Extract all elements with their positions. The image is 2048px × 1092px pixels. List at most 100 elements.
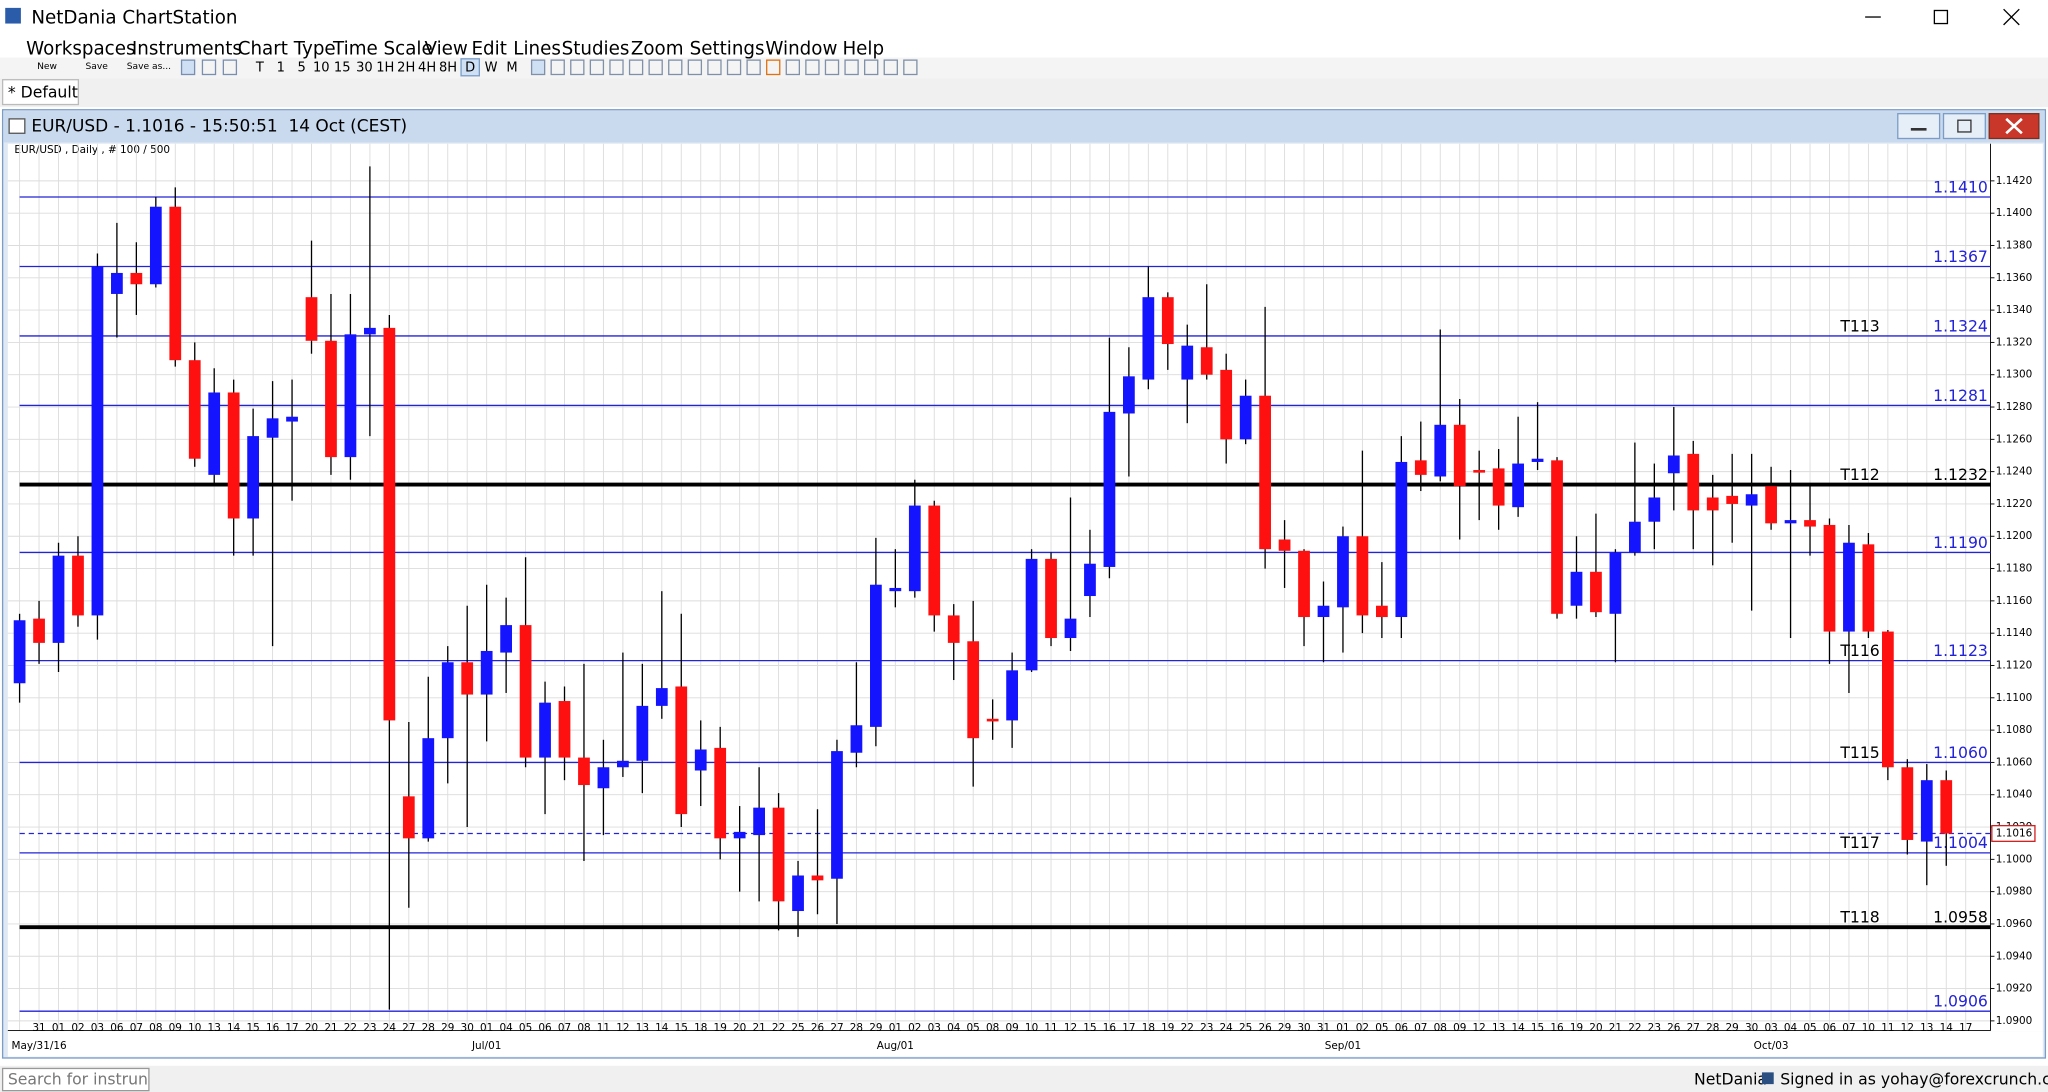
menu-item[interactable]: Help	[842, 39, 884, 60]
chart-minimize[interactable]	[1897, 113, 1941, 140]
toolbar-icon[interactable]	[609, 59, 624, 76]
toolbar-icon[interactable]	[687, 59, 703, 76]
toolbar-icon[interactable]	[844, 59, 859, 76]
search-box[interactable]	[1, 1067, 150, 1092]
toolbar-button[interactable]: Save as...	[127, 62, 171, 72]
toolbar-button[interactable]: Save	[85, 62, 108, 72]
menu-item[interactable]: Lines	[513, 39, 561, 60]
menu-item[interactable]: Studies	[562, 39, 630, 60]
toolbar-button[interactable]: New	[37, 62, 57, 72]
interval-button[interactable]: 8H	[439, 60, 457, 75]
interval-button[interactable]: 10	[313, 60, 330, 75]
candle-body	[714, 747, 727, 839]
menu-item[interactable]: Chart Type	[238, 39, 336, 60]
x-tick-label: 02	[908, 1022, 921, 1034]
y-tick-label: 1.0900	[1996, 1015, 2033, 1027]
candle-body	[655, 688, 668, 706]
tab[interactable]	[1, 79, 80, 106]
menu-item[interactable]: Window	[765, 39, 837, 60]
level-value: 1.1324	[1933, 316, 1988, 335]
x-tick-label: 26	[1667, 1022, 1680, 1034]
menu-item[interactable]: Workspaces	[26, 39, 135, 60]
toolbar-icon[interactable]	[805, 59, 820, 76]
chart-restore[interactable]	[1942, 113, 1986, 140]
toolbar-icon[interactable]	[824, 59, 840, 76]
toolbar-icon[interactable]	[785, 59, 800, 76]
toolbar-icon[interactable]	[530, 59, 546, 76]
toolbar-icon[interactable]	[589, 59, 605, 76]
interval-button[interactable]: 30	[356, 60, 373, 75]
chart-icon	[8, 118, 26, 134]
x-tick-label: 06	[538, 1022, 551, 1034]
toolbar-icon[interactable]	[628, 59, 644, 76]
menu-item[interactable]: Instruments	[132, 39, 242, 60]
x-tick-label: 31	[32, 1022, 45, 1034]
toolbar-icon[interactable]	[707, 59, 722, 76]
window-title: NetDania ChartStation	[31, 7, 237, 28]
x-tick-label: 06	[110, 1022, 123, 1034]
interval-button[interactable]: M	[506, 60, 517, 75]
y-tick-label: 1.1140	[1996, 627, 2033, 639]
month-label: Sep/01	[1325, 1040, 1361, 1052]
close-button[interactable]	[2003, 8, 2020, 26]
menu-item[interactable]: Settings	[690, 39, 765, 60]
candle-body	[1823, 524, 1836, 632]
restore-button[interactable]	[1933, 9, 1949, 25]
toolbar-icon[interactable]	[648, 59, 663, 76]
toolbar-icon[interactable]	[766, 59, 781, 76]
toolbar-icon[interactable]	[726, 59, 742, 76]
candle-body	[461, 662, 474, 695]
candle-body	[480, 650, 493, 695]
x-tick-label: 23	[363, 1022, 376, 1034]
candle-body	[1551, 460, 1563, 614]
menu-item[interactable]: Zoom	[631, 39, 684, 60]
candle-body	[558, 701, 571, 758]
menu-item[interactable]: Edit	[472, 39, 507, 60]
y-tick-label: 1.1040	[1996, 789, 2033, 801]
menu-item[interactable]: Time Scale	[332, 39, 433, 60]
chart-title: EUR/USD - 1.1016 - 15:50:51 14 Oct (CEST…	[31, 117, 407, 137]
interval-button[interactable]: D	[465, 60, 475, 75]
interval-button[interactable]: 1	[277, 60, 285, 75]
candle-body	[1590, 571, 1602, 613]
toolbar-icon[interactable]	[903, 59, 918, 76]
x-tick-label: 26	[1258, 1022, 1271, 1034]
toolbar-icon[interactable]	[864, 59, 879, 76]
interval-button[interactable]: W	[485, 60, 498, 75]
interval-button[interactable]: 5	[298, 60, 306, 75]
toolbar-icon[interactable]	[201, 59, 217, 76]
x-tick-label: 18	[694, 1022, 707, 1034]
toolbar-icon[interactable]	[180, 59, 196, 76]
month-label: May/31/16	[11, 1040, 66, 1052]
toolbar-icon[interactable]	[746, 59, 761, 76]
tab-label[interactable]: * Default	[8, 82, 78, 101]
search-placeholder[interactable]: Search for instrun	[8, 1070, 148, 1089]
candle-body	[850, 725, 863, 753]
menu-item[interactable]: View	[424, 39, 467, 60]
candle-body	[227, 392, 240, 519]
x-tick-label: 24	[383, 1022, 397, 1034]
interval-button[interactable]: 2H	[397, 60, 415, 75]
interval-button[interactable]: 15	[334, 60, 351, 75]
toolbar-icon[interactable]	[883, 59, 898, 76]
x-tick-label: 20	[1589, 1022, 1602, 1034]
candle-body	[1843, 542, 1855, 632]
x-tick-label: 01	[1336, 1022, 1349, 1034]
candle-body	[1706, 497, 1719, 511]
y-tick-label: 1.1080	[1996, 724, 2033, 736]
toolbar-icon[interactable]	[668, 59, 683, 76]
interval-button[interactable]: T	[255, 60, 264, 75]
candle-body	[1084, 563, 1096, 597]
y-tick-label: 1.1360	[1996, 272, 2033, 284]
x-tick-label: 13	[208, 1022, 221, 1034]
month-label: Oct/03	[1754, 1040, 1789, 1052]
candle-body	[1356, 536, 1369, 616]
toolbar-icon[interactable]	[570, 59, 585, 76]
x-tick-label: 19	[1161, 1022, 1174, 1034]
interval-button[interactable]: 4H	[418, 60, 436, 75]
toolbar-icon[interactable]	[222, 59, 238, 76]
toolbar-icon[interactable]	[550, 59, 565, 76]
interval-button[interactable]: 1H	[376, 60, 394, 75]
candle-body	[325, 340, 337, 458]
x-tick-label: 07	[1414, 1022, 1427, 1034]
